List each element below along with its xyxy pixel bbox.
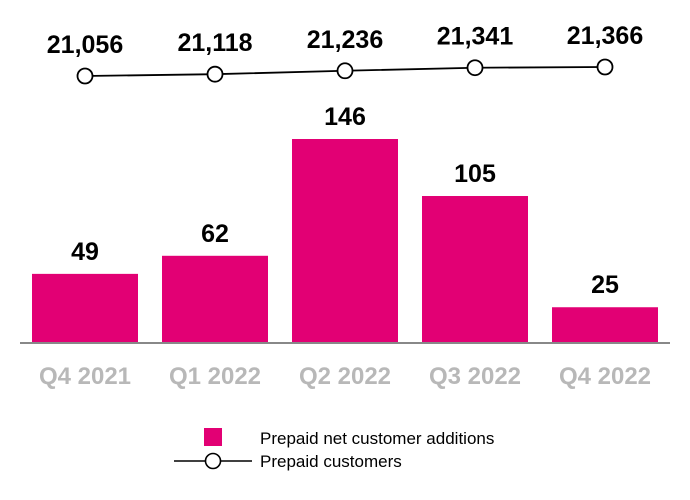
x-axis-tick-labels: Q4 2021 Q1 2022 Q2 2022 Q3 2022 Q4 2022 — [39, 363, 651, 390]
line-value-label-3: 21,341 — [437, 23, 514, 51]
bar-value-label-3: 105 — [454, 160, 496, 188]
x-tick-label-1: Q1 2022 — [169, 363, 261, 390]
line-point-4 — [596, 58, 614, 76]
bar-value-label-2: 146 — [324, 103, 366, 131]
x-tick-label-2: Q2 2022 — [299, 363, 391, 390]
line-value-label-0: 21,056 — [47, 31, 123, 59]
legend: Prepaid net customer additions Prepaid c… — [174, 428, 494, 471]
net-additions-bar-series: 49 62 146 105 25 — [32, 103, 658, 342]
bar-value-label-0: 49 — [71, 238, 99, 266]
line-point-0 — [76, 67, 94, 85]
x-tick-label-0: Q4 2021 — [39, 363, 131, 390]
line-point-2 — [336, 62, 354, 80]
line-value-label-2: 21,236 — [307, 26, 383, 54]
line-point-1 — [206, 65, 224, 83]
line-value-label-1: 21,118 — [177, 29, 252, 57]
x-tick-label-3: Q3 2022 — [429, 363, 521, 390]
legend-bar-label: Prepaid net customer additions — [260, 429, 494, 448]
bar-1 — [162, 255, 268, 342]
legend-line-label: Prepaid customers — [260, 452, 402, 471]
bar-value-label-1: 62 — [201, 220, 229, 248]
legend-bar-swatch — [204, 428, 222, 446]
legend-line-marker — [204, 452, 222, 470]
x-tick-label-4: Q4 2022 — [559, 363, 651, 390]
bar-3 — [422, 196, 528, 342]
line-point-3 — [466, 59, 484, 77]
bar-0 — [32, 273, 138, 342]
bar-2 — [292, 139, 398, 342]
bar-4 — [552, 307, 658, 342]
bar-value-label-4: 25 — [591, 271, 619, 299]
line-value-label-4: 21,366 — [567, 22, 643, 50]
prepaid-customers-line-series: 21,056 21,118 21,236 21,341 21,366 — [47, 22, 643, 85]
